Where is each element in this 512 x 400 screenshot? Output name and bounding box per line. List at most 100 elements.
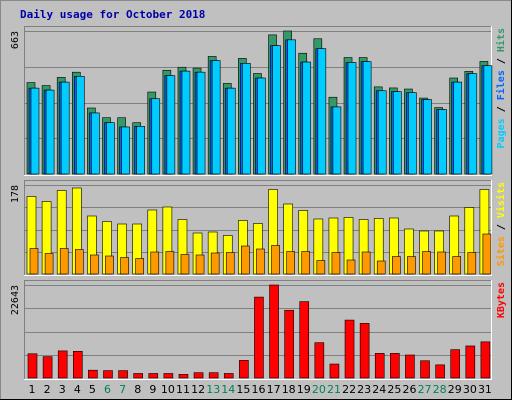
bar-kbytes-day-23 — [359, 323, 370, 379]
y-max-label: 178 — [10, 185, 21, 203]
day-label-12: 12 — [191, 383, 205, 396]
bar-kbytes-day-13 — [208, 372, 219, 379]
chart-title: Daily usage for October 2018 — [20, 8, 205, 21]
bar-sites-day-14 — [225, 252, 235, 275]
y-max-label: 22643 — [10, 285, 21, 315]
day-label-23: 23 — [357, 383, 371, 396]
day-label-17: 17 — [267, 383, 281, 396]
bar-pages-day-21 — [332, 106, 342, 175]
day-label-30: 30 — [463, 383, 477, 396]
bar-sites-day-19 — [301, 251, 311, 275]
day-label-1: 1 — [29, 383, 36, 396]
day-label-21: 21 — [327, 383, 341, 396]
bar-sites-day-31 — [482, 233, 492, 275]
day-label-2: 2 — [44, 383, 51, 396]
legend-entry: Sites — [495, 236, 507, 266]
bar-pages-day-4 — [75, 75, 85, 175]
bar-kbytes-day-17 — [269, 284, 279, 379]
bar-kbytes-day-7 — [118, 370, 128, 379]
bar-sites-day-11 — [180, 254, 190, 275]
bar-sites-day-1 — [29, 248, 39, 275]
bar-pages-day-5 — [91, 112, 100, 175]
bar-kbytes-day-29 — [450, 349, 461, 379]
bar-sites-day-12 — [195, 254, 205, 275]
bar-pages-day-31 — [483, 65, 493, 175]
day-label-27: 27 — [418, 383, 432, 396]
bar-sites-day-4 — [74, 249, 84, 275]
bar-sites-day-29 — [452, 256, 462, 275]
bar-sites-day-18 — [286, 251, 295, 275]
y-max-label: 663 — [10, 31, 21, 49]
bar-kbytes-day-14 — [223, 373, 234, 379]
bar-pages-day-10 — [166, 75, 176, 175]
bar-sites-day-10 — [165, 251, 175, 275]
bar-kbytes-day-26 — [405, 354, 415, 379]
bar-pages-day-9 — [151, 98, 161, 175]
bar-kbytes-day-1 — [27, 353, 38, 379]
bar-sites-day-27 — [422, 251, 431, 275]
day-label-16: 16 — [252, 383, 266, 396]
bar-kbytes-day-31 — [480, 341, 491, 379]
day-label-19: 19 — [297, 383, 311, 396]
bar-pages-day-1 — [30, 87, 40, 175]
bar-pages-day-26 — [408, 92, 417, 175]
bar-pages-day-13 — [211, 60, 221, 175]
bar-kbytes-day-3 — [57, 350, 68, 379]
bar-pages-day-15 — [242, 63, 251, 175]
day-label-7: 7 — [119, 383, 126, 396]
legend-entry: Pages — [496, 118, 507, 148]
bar-pages-day-30 — [468, 73, 478, 175]
bar-kbytes-day-9 — [148, 373, 159, 379]
bar-sites-day-17 — [271, 245, 280, 275]
day-label-29: 29 — [448, 383, 462, 396]
bar-sites-day-9 — [150, 251, 160, 275]
bar-sites-day-8 — [135, 258, 144, 275]
bar-kbytes-day-6 — [103, 370, 113, 379]
bar-kbytes-day-21 — [329, 363, 340, 379]
bar-sites-day-7 — [120, 257, 129, 275]
legend-entry: / — [496, 100, 507, 118]
bar-pages-day-18 — [287, 39, 296, 175]
panel-top: 663 Pages / Files / Hits — [10, 26, 507, 176]
bar-sites-day-13 — [210, 252, 220, 275]
bar-sites-day-20 — [316, 260, 326, 275]
bar-kbytes-day-12 — [193, 372, 204, 379]
day-label-18: 18 — [282, 383, 296, 396]
bar-pages-day-22 — [347, 62, 357, 175]
bar-kbytes-day-4 — [72, 351, 83, 379]
bar-pages-day-29 — [453, 81, 463, 175]
day-label-14: 14 — [221, 383, 235, 396]
bar-pages-day-16 — [257, 77, 266, 175]
day-label-13: 13 — [206, 383, 220, 396]
bar-kbytes-day-8 — [133, 373, 143, 379]
bar-kbytes-day-19 — [299, 301, 310, 379]
legend-middle: Sites / Visits — [495, 182, 507, 266]
bar-pages-day-12 — [196, 71, 206, 175]
bar-kbytes-day-11 — [178, 374, 189, 379]
bar-pages-day-2 — [45, 89, 55, 175]
panel-middle: 178 Sites / Visits — [10, 180, 507, 276]
bar-kbytes-day-5 — [88, 369, 98, 379]
bar-sites-day-2 — [44, 253, 54, 275]
bar-sites-day-24 — [376, 260, 386, 275]
bar-sites-day-15 — [241, 245, 250, 275]
bar-sites-day-3 — [59, 248, 69, 275]
bar-sites-day-22 — [346, 259, 356, 275]
day-label-22: 22 — [342, 383, 356, 396]
bar-pages-day-14 — [226, 87, 236, 175]
day-label-24: 24 — [372, 383, 386, 396]
legend-entry: / — [496, 218, 507, 236]
bar-pages-day-23 — [362, 61, 372, 175]
bar-sites-day-23 — [361, 251, 371, 275]
bar-kbytes-day-27 — [420, 360, 430, 379]
bar-kbytes-day-30 — [465, 345, 476, 379]
bar-pages-day-25 — [393, 91, 402, 175]
bar-sites-day-30 — [467, 252, 477, 275]
panel-bottom: 22643 KBytes — [10, 280, 507, 380]
bar-kbytes-day-2 — [42, 356, 53, 379]
bar-kbytes-day-10 — [163, 373, 174, 379]
day-label-15: 15 — [236, 383, 250, 396]
bar-sites-day-16 — [256, 248, 265, 275]
legend-entry: Hits — [495, 28, 507, 52]
